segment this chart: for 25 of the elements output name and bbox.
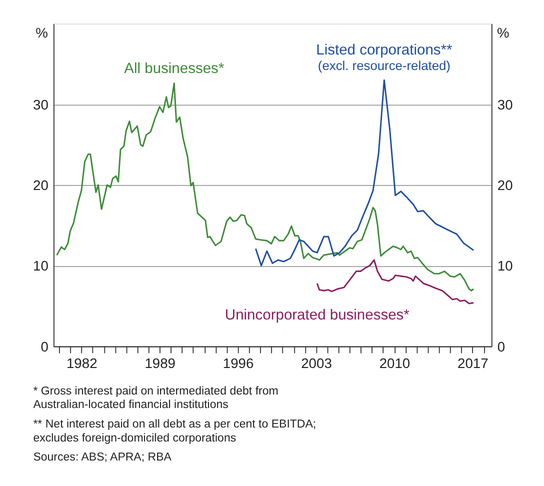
series-label: Unincorporated businesses* — [224, 307, 410, 324]
x-tick-label: 2017 — [458, 354, 488, 371]
y-tick-label: 30 — [33, 96, 49, 112]
y-tick-label: 20 — [33, 177, 49, 194]
y-tick-label: 0 — [40, 338, 49, 354]
series-label: Listed corporations** (excl. resource-related) — [316, 42, 452, 73]
line-series — [316, 259, 474, 304]
y2-tick-label: 10 — [497, 258, 514, 274]
x-tick-label: 2010 — [379, 354, 410, 371]
source-note: Sources: ABS; APRA; RBA — [33, 452, 172, 464]
x-tick-label: 1989 — [144, 354, 176, 371]
y2-tick-label: 20 — [497, 177, 514, 194]
text: ** Net interest paid on all debt as a per cent to EBITDA; excludes foreign-domiciled corporations — [33, 418, 316, 444]
y2-axis-title: % — [496, 24, 510, 40]
line-series — [254, 79, 474, 266]
series-label: All businesses* — [124, 61, 224, 78]
y2-tick-label: 0 — [497, 338, 506, 354]
x-tick-label: 1982 — [66, 354, 98, 371]
x-tick-label: 2003 — [301, 354, 332, 371]
line-series — [56, 82, 474, 292]
y-tick-label: 10 — [33, 258, 49, 274]
y-axis-title: % — [36, 24, 48, 40]
text: * Gross interest paid on intermediated debt from Australian-located financial institutions — [33, 385, 278, 412]
y2-tick-label: 30 — [497, 96, 514, 112]
x-tick-label: 1996 — [222, 354, 254, 371]
